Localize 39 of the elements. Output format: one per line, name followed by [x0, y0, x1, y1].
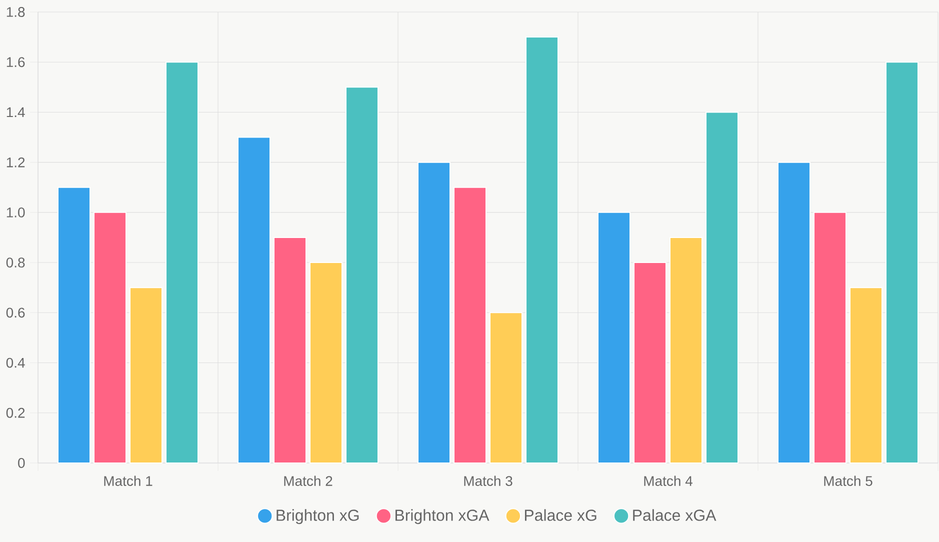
y-tick-label: 1.0 [6, 207, 25, 218]
bar [58, 186, 91, 464]
legend-label: Brighton xGA [396, 509, 490, 524]
bar [274, 236, 307, 464]
bar [454, 186, 486, 464]
bar [418, 162, 451, 464]
bar [706, 112, 738, 464]
bar [669, 236, 702, 464]
bar [634, 262, 666, 464]
bar [238, 136, 271, 464]
x-tick-label: Match 5 [824, 476, 872, 486]
legend-label: Palace xGA [633, 509, 716, 521]
bar [885, 62, 918, 464]
bar [777, 162, 810, 464]
y-tick-label: 1.8 [6, 7, 25, 17]
y-tick-label: 1.4 [6, 107, 25, 118]
y-tick-label: 1.6 [6, 57, 25, 68]
y-tick-label: 0.4 [6, 358, 25, 368]
bar [166, 62, 199, 464]
bar [310, 262, 343, 464]
legend-label: Palace xG [524, 509, 596, 521]
legend-label: Brighton xG [276, 509, 359, 524]
bar [490, 312, 522, 464]
y-tick-label: 1.2 [6, 157, 25, 168]
bar [849, 287, 882, 464]
x-tick-label: Match 3 [464, 476, 512, 486]
y-tick-label: 0.2 [6, 408, 25, 418]
x-tick-label: Match 4 [644, 476, 692, 486]
y-tick-label: 0 [18, 458, 25, 468]
bar [346, 86, 378, 464]
bar [526, 36, 559, 464]
x-tick-label: Match 1 [104, 476, 152, 486]
bar [813, 212, 846, 464]
bar [94, 212, 127, 464]
y-tick-label: 0.6 [6, 308, 25, 318]
y-tick-label: 0.8 [6, 258, 25, 268]
bar [130, 287, 163, 464]
x-tick-label: Match 2 [284, 476, 332, 486]
bar [598, 212, 630, 464]
